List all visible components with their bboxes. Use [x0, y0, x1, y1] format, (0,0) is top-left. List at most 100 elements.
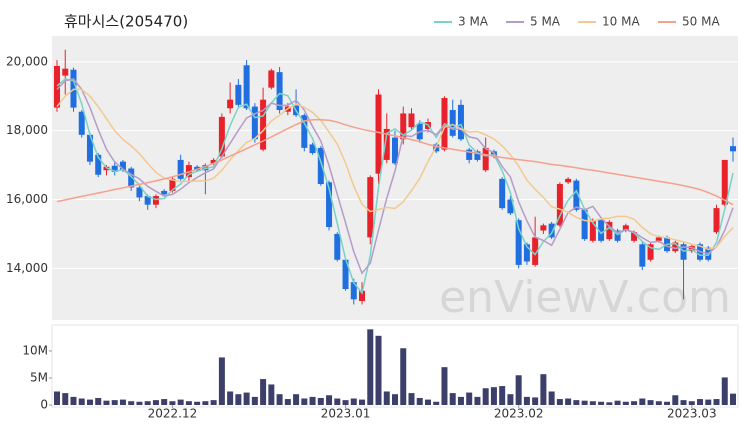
candle-body — [606, 221, 613, 240]
candle-body — [392, 137, 398, 164]
candle-body — [119, 161, 126, 171]
volume-bar — [400, 348, 407, 405]
candle-body — [532, 237, 539, 265]
candle-body — [136, 187, 143, 198]
volume-bar — [268, 384, 275, 405]
candle-body — [367, 177, 374, 238]
candle-body — [482, 147, 489, 171]
candle-body — [499, 178, 506, 209]
volume-panel — [51, 324, 739, 408]
ma-line — [56, 78, 734, 275]
volume-bar — [639, 398, 646, 405]
candle-body — [540, 225, 547, 231]
volume-bar — [210, 400, 217, 405]
legend-label: 5 MA — [530, 15, 561, 29]
volume-bar — [449, 393, 456, 405]
candle-body — [730, 146, 736, 152]
volume-bar — [293, 394, 300, 405]
volume-bar — [573, 400, 580, 405]
candle-body — [523, 244, 530, 262]
volume-bar — [598, 401, 605, 405]
volume-bar — [111, 400, 118, 405]
candle-body — [202, 165, 209, 171]
x-tick-label: 2022.12 — [148, 407, 198, 421]
volume-bar — [730, 393, 736, 405]
volume-bar — [499, 386, 506, 405]
y-tick-label: 16,000 — [6, 192, 48, 206]
volume-bar — [235, 394, 242, 405]
volume-bar — [367, 329, 374, 405]
candle-body — [95, 154, 102, 175]
volume-bar — [589, 401, 596, 405]
candle-body — [565, 178, 572, 183]
candle-body — [218, 116, 225, 157]
candle-body — [161, 190, 168, 195]
candle-body — [227, 99, 234, 109]
x-tick-label: 2023.01 — [321, 407, 371, 421]
volume-bar — [705, 399, 712, 405]
volume-bar — [161, 399, 168, 405]
candle-body — [655, 237, 662, 241]
y-tick-label: 14,000 — [6, 261, 48, 275]
volume-bar — [350, 398, 357, 405]
volume-bar — [70, 396, 77, 405]
volume-bar — [128, 401, 135, 405]
volume-bar — [375, 335, 382, 405]
volume-tick-label: 5M — [30, 370, 48, 384]
volume-bar — [227, 391, 234, 405]
candle-body — [383, 128, 390, 160]
volume-bar — [655, 401, 662, 405]
candle-body — [144, 196, 151, 205]
volume-bar — [359, 399, 366, 405]
volume-bar — [119, 399, 126, 405]
volume-bar — [144, 401, 151, 405]
volume-bar — [62, 393, 69, 405]
candle-body — [457, 104, 464, 140]
candle-body — [639, 244, 646, 267]
volume-bar — [507, 394, 514, 405]
candle-body — [515, 220, 522, 265]
candle-body — [54, 65, 60, 108]
chart-title: 휴마시스(205470) — [64, 13, 188, 31]
candle-body — [449, 110, 456, 136]
x-tick-label: 2023.02 — [494, 407, 544, 421]
volume-bar — [169, 401, 176, 405]
volume-bar — [474, 396, 481, 405]
volume-bar — [185, 401, 192, 405]
candle-body — [359, 290, 366, 302]
candle-body — [589, 220, 596, 241]
y-tick-label: 20,000 — [6, 54, 48, 68]
volume-bar — [326, 395, 333, 405]
candle-body — [309, 144, 316, 154]
volume-bar — [317, 397, 324, 405]
volume-bar — [95, 397, 102, 405]
candle-body — [78, 111, 85, 135]
candle-body — [548, 223, 555, 238]
candle-body — [631, 232, 638, 241]
volume-bar — [482, 388, 489, 405]
x-tick-label: 2023.03 — [667, 407, 717, 421]
candle-body — [177, 159, 184, 179]
volume-bar — [309, 396, 316, 405]
volume-bar — [136, 401, 143, 405]
candle-body — [598, 220, 605, 241]
candle-body — [507, 199, 514, 214]
candle-body — [647, 244, 654, 260]
candle-body — [317, 147, 324, 185]
volume-bar — [416, 397, 423, 405]
candle-body — [556, 184, 563, 226]
volume-bar — [276, 394, 283, 405]
volume-bar — [688, 401, 695, 405]
candle-body — [622, 225, 629, 231]
candle-body — [243, 65, 250, 109]
candle-body — [342, 259, 349, 290]
volume-bar — [301, 398, 308, 405]
legend-label: 3 MA — [458, 15, 489, 29]
candle-body — [111, 165, 118, 172]
volume-bar — [523, 396, 530, 405]
volume-bar — [392, 394, 398, 405]
ma-line — [56, 78, 734, 295]
volume-bar — [202, 401, 209, 405]
volume-bar — [152, 400, 159, 405]
